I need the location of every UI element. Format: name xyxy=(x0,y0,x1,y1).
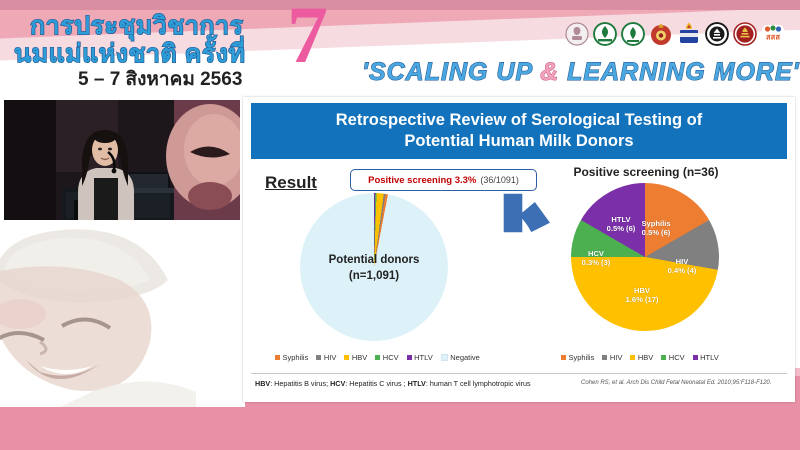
legend-swatch-hbv xyxy=(344,355,350,360)
baby-photo-tile xyxy=(0,222,245,407)
conference-date: 5 – 7 สิงหาคม 2563 xyxy=(78,69,243,90)
slice-label-hbv-name: HBV xyxy=(633,286,651,295)
positive-screening-pie-title: Positive screening (n=36) xyxy=(573,165,719,179)
legend-item-hiv: HIV xyxy=(316,353,336,362)
legend-item-syphilis: Syphilis xyxy=(561,353,594,362)
slogan-ampersand: & xyxy=(540,58,560,87)
slogan-part1: 'SCALING UP xyxy=(361,58,541,87)
slice-label-hiv-value: 0.4% (4) xyxy=(667,266,697,276)
svg-text:สสส: สสส xyxy=(766,32,780,41)
legend-swatch-hbv xyxy=(630,355,636,360)
slice-label-hbv-value: 1.6% (17) xyxy=(625,295,659,305)
potential-donors-pie-label: Potential donors (n=1,091) xyxy=(300,253,448,284)
legend-positive-screening: Syphilis HIV HBV HCV HTLV xyxy=(561,353,719,362)
conference-thai-title-line1: การประชุมวิชาการ xyxy=(29,11,244,40)
potential-donors-label-line2: (n=1,091) xyxy=(348,269,400,282)
conference-thai-title-line2: นมแม่แห่งชาติ ครั้งที่ xyxy=(13,39,246,68)
logo-black-emblem-icon xyxy=(705,22,729,46)
legend-label-htlv: HTLV xyxy=(700,353,719,362)
logo-red-garuda-icon xyxy=(733,22,757,46)
speaker-video-frame xyxy=(4,100,240,220)
logo-royal-emblem-icon xyxy=(565,22,589,46)
slice-label-hcv: HCV 0.3% (3) xyxy=(569,249,623,268)
slice-label-hbv: HBV 1.6% (17) xyxy=(607,286,677,305)
slice-label-syphilis: Syphilis 0.5% (6) xyxy=(621,219,691,238)
legend-item-hcv: HCV xyxy=(661,353,685,362)
positive-screening-callout: Positive screening 3.3% (36/1091) xyxy=(350,169,537,191)
footnote-divider xyxy=(251,373,787,374)
legend-label-syphilis: Syphilis xyxy=(282,353,309,362)
legend-swatch-hcv xyxy=(661,355,667,360)
legend-label-htlv: HTLV xyxy=(414,353,433,362)
slide-title-line2: Potential Human Milk Donors xyxy=(404,132,634,150)
legend-swatch-syphilis xyxy=(275,355,280,360)
legend-swatch-htlv xyxy=(692,355,698,360)
legend-item-hbv: HBV xyxy=(630,353,653,362)
slice-label-htlv: HTLV 0.5% (6) xyxy=(591,215,651,234)
potential-donors-pie-chart xyxy=(300,193,448,341)
legend-label-hiv: HIV xyxy=(323,353,337,362)
legend-swatch-syphilis xyxy=(561,355,566,360)
sponsor-logos: สสส xyxy=(565,22,785,46)
speaker-video-tile[interactable] xyxy=(4,100,240,220)
slide-title-line1: Retrospective Review of Serological Test… xyxy=(335,111,703,130)
logo-thaihealth-sss-icon: สสส xyxy=(762,25,784,43)
callout-fraction: (36/1091) xyxy=(480,175,519,185)
legend-item-syphilis: Syphilis xyxy=(275,353,308,362)
positive-screening-pie-chart: Syphilis 0.5% (6) HIV 0.4% (4) HBV 1.6% … xyxy=(571,183,719,331)
legend-label-hcv: HCV xyxy=(668,353,685,362)
legend-item-hiv: HIV xyxy=(602,353,622,362)
legend-label-hbv: HBV xyxy=(637,353,654,362)
slice-label-hiv-name: HIV xyxy=(675,257,689,266)
baby-watercolor-illustration xyxy=(0,222,245,407)
conference-banner: การประชุมวิชาการ นมแม่แห่งชาติ ครั้งที่ … xyxy=(0,0,800,95)
legend-label-negative: Negative xyxy=(450,353,480,362)
logo-dept-health-green-icon xyxy=(621,22,645,46)
legend-item-negative: Negative xyxy=(440,353,480,362)
slice-label-hcv-name: HCV xyxy=(587,249,605,258)
slice-label-htlv-name: HTLV xyxy=(611,215,631,224)
legend-item-htlv: HTLV xyxy=(692,353,719,362)
slide-title: Retrospective Review of Serological Test… xyxy=(251,103,787,159)
conference-slogan: 'SCALING UP & LEARNING MORE' xyxy=(361,58,800,87)
slice-label-syphilis-value: 0.5% (6) xyxy=(641,228,671,238)
legend-swatch-hcv xyxy=(375,355,381,360)
legend-potential-donors: Syphilis HIV HBV HCV HTLV Negative xyxy=(275,353,480,362)
logo-royal-thai-government-icon xyxy=(680,22,698,43)
transition-arrow-icon xyxy=(502,192,553,234)
legend-item-hbv: HBV xyxy=(344,353,367,362)
slice-label-hcv-value: 0.3% (3) xyxy=(581,258,611,268)
legend-label-hiv: HIV xyxy=(609,353,623,362)
callout-percentage: Positive screening 3.3% xyxy=(368,174,477,186)
citation-reference: Cohen RS, et al. Arch Dis Child Fetal Ne… xyxy=(581,380,772,386)
legend-swatch-hiv xyxy=(316,355,322,360)
legend-item-htlv: HTLV xyxy=(406,353,433,362)
slogan-part2: LEARNING MORE' xyxy=(559,58,800,87)
legend-swatch-negative xyxy=(440,354,448,361)
potential-donors-label-line1: Potential donors xyxy=(328,254,420,266)
slice-label-hiv: HIV 0.4% (4) xyxy=(653,257,711,276)
legend-item-hcv: HCV xyxy=(375,353,399,362)
legend-label-hbv: HBV xyxy=(351,353,368,362)
banner-top-rule xyxy=(0,0,800,10)
result-heading: Result xyxy=(265,173,317,192)
presentation-slide: Retrospective Review of Serological Test… xyxy=(243,97,795,402)
legend-swatch-hiv xyxy=(602,355,608,360)
slice-label-syphilis-name: Syphilis xyxy=(641,219,671,228)
positive-screening-pie-body xyxy=(571,183,719,331)
legend-swatch-htlv xyxy=(406,355,412,360)
conference-edition-number: 7 xyxy=(287,0,328,80)
slice-label-htlv-value: 0.5% (6) xyxy=(606,224,636,234)
logo-ministry-health-green-icon xyxy=(593,22,617,46)
legend-label-syphilis: Syphilis xyxy=(568,353,595,362)
abbreviations-footnote: HBV: Hepatitis B virus; HCV: Hepatitis C… xyxy=(255,379,531,388)
legend-label-hcv: HCV xyxy=(382,353,399,362)
logo-thai-red-gold-icon xyxy=(651,23,671,45)
